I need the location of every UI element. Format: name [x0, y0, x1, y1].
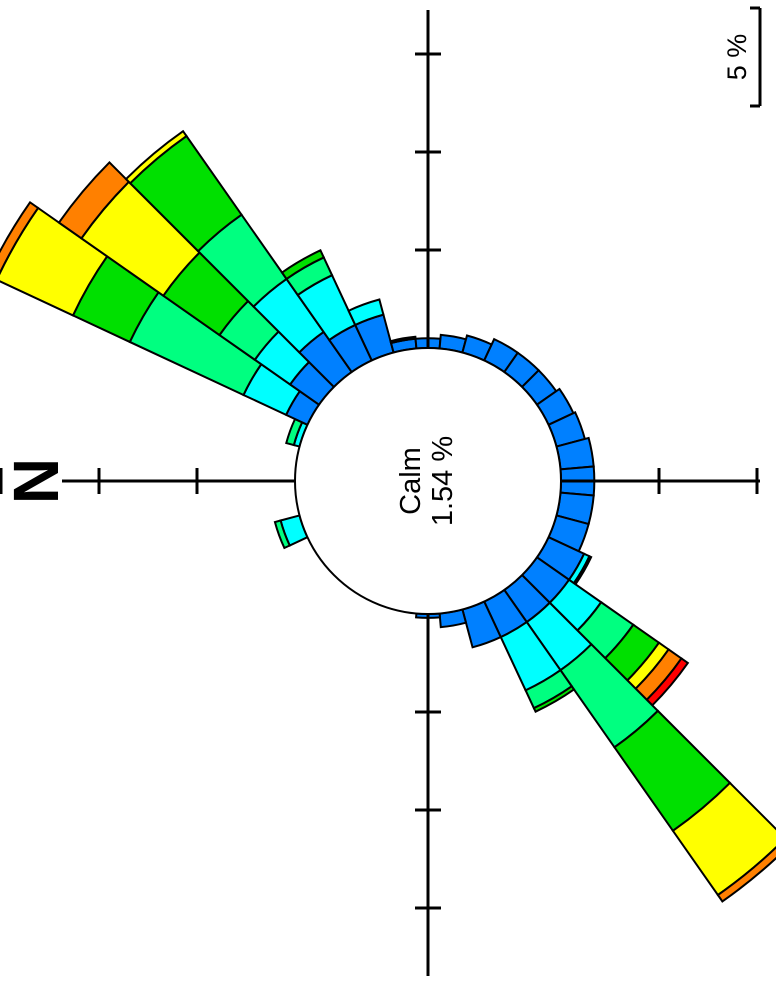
north-label: N	[0, 458, 72, 504]
calm-value: 1.54 %	[427, 436, 459, 526]
sector-60-band-4	[280, 249, 326, 281]
sectors-layer	[0, 129, 776, 903]
calm-label: Calm	[395, 447, 427, 515]
sector-50-band-5	[124, 129, 188, 185]
sector-70-band-2	[347, 298, 385, 327]
calm-label-group: Calm 1.54 %	[395, 436, 459, 526]
scale-bar: 5 %	[722, 6, 762, 108]
sector-340-band-3	[273, 519, 292, 550]
scale-label: 5 %	[722, 34, 752, 81]
calm-circle	[294, 347, 562, 615]
sector-240-band-4	[532, 684, 576, 713]
sector-40-band-6	[57, 161, 131, 240]
sector-230-band-6	[716, 846, 776, 903]
sector-30-band-6	[0, 200, 40, 276]
sector-80-band-2	[389, 335, 417, 345]
north-label-group: N	[0, 458, 72, 504]
